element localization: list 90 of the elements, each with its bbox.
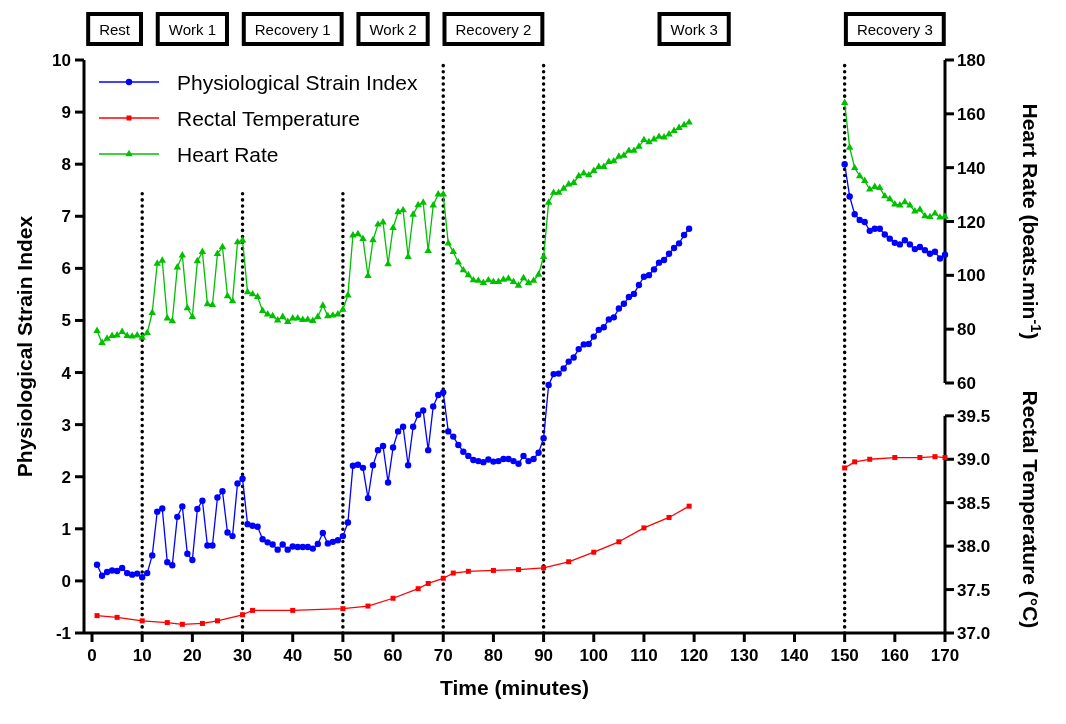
y-tick-label: 1 — [61, 519, 71, 539]
y3-tick-label: 37.0 — [957, 624, 991, 643]
point — [179, 621, 185, 627]
point — [641, 525, 647, 531]
x-tick-label: 90 — [534, 646, 554, 665]
point — [942, 455, 948, 461]
point — [94, 613, 100, 619]
point — [390, 595, 396, 601]
x-tick-label: 130 — [730, 646, 759, 665]
point — [932, 454, 938, 460]
y-tick-label: 8 — [61, 155, 71, 175]
y-tick-label: 6 — [61, 259, 71, 279]
x-tick-label: 170 — [930, 646, 960, 665]
y-tick-label: -1 — [55, 624, 71, 643]
x-tick-label: 120 — [679, 646, 709, 665]
y2-tick-label: 100 — [957, 266, 986, 286]
point — [164, 620, 170, 626]
text: Work 3 — [670, 21, 718, 38]
y3-tick-label: 38.0 — [957, 537, 991, 557]
point — [686, 503, 692, 509]
y2-tick-label: 140 — [957, 158, 986, 178]
point — [139, 618, 145, 624]
y-tick-label: 2 — [61, 467, 71, 487]
text: Recovery 1 — [254, 21, 331, 38]
point — [450, 570, 456, 576]
x-tick-label: 110 — [630, 646, 658, 665]
x-tick-label: 140 — [780, 646, 809, 665]
point — [892, 455, 898, 461]
point — [490, 567, 496, 573]
y2-tick-label: 80 — [957, 320, 976, 340]
y-tick-label: 7 — [61, 207, 71, 227]
point — [842, 465, 848, 471]
x-tick-label: 80 — [483, 646, 503, 665]
point — [425, 580, 431, 586]
text: Work 1 — [168, 21, 216, 38]
y3-tick-label: 38.5 — [957, 493, 991, 513]
point — [415, 586, 421, 592]
x-tick-label: 50 — [333, 646, 353, 665]
point — [917, 455, 923, 461]
y-axis-title: Physiological Strain Index — [13, 215, 36, 478]
x-tick-label: 100 — [579, 646, 608, 665]
point — [340, 606, 346, 612]
y-tick-label: 10 — [52, 51, 71, 70]
y2-tick-label: 180 — [957, 51, 986, 70]
y3-tick-label: 39.5 — [957, 406, 991, 426]
text: Rest — [99, 21, 131, 38]
y3-tick-label: 39.0 — [957, 450, 991, 470]
x-tick-label: 160 — [880, 646, 910, 665]
point — [566, 559, 572, 565]
legend-label: Heart Rate — [177, 143, 279, 166]
point — [199, 620, 205, 626]
point — [465, 568, 471, 574]
point — [214, 618, 220, 624]
x-tick-label: 40 — [283, 646, 303, 665]
legend-label: Rectal Temperature — [177, 107, 360, 130]
point — [616, 539, 622, 545]
x-tick-label: 0 — [87, 646, 97, 665]
text: Recovery 3 — [856, 21, 933, 38]
legend-label: Physiological Strain Index — [177, 71, 418, 94]
point — [516, 567, 522, 573]
y2-tick-label: 120 — [957, 212, 986, 232]
point — [365, 603, 371, 609]
text: Work 2 — [369, 21, 417, 38]
y3-tick-label: 37.5 — [957, 580, 991, 600]
point — [541, 565, 547, 571]
x-tick-label: 10 — [132, 646, 152, 665]
y3-axis-title: Rectal Temperature (°C) — [1019, 390, 1042, 629]
x-tick-label: 150 — [830, 646, 859, 665]
x-tick-label: 20 — [182, 646, 202, 665]
x-axis-title: Time (minutes) — [440, 676, 589, 699]
point — [250, 607, 256, 613]
point — [666, 514, 672, 520]
y-tick-label: 9 — [61, 103, 71, 123]
y-tick-label: 4 — [61, 363, 72, 383]
y2-tick-label: 160 — [957, 104, 986, 124]
text: Recovery 2 — [455, 21, 532, 38]
x-tick-label: 60 — [383, 646, 403, 665]
point — [867, 456, 873, 462]
point — [240, 612, 246, 618]
y-tick-label: 0 — [61, 571, 71, 591]
y2-tick-label: 60 — [957, 374, 976, 393]
point — [591, 549, 597, 555]
point — [290, 607, 296, 613]
x-tick-label: 70 — [433, 646, 453, 665]
point — [440, 575, 446, 581]
y-tick-label: 5 — [61, 311, 71, 331]
y-tick-label: 3 — [61, 415, 71, 435]
point — [114, 614, 120, 620]
point — [852, 459, 858, 465]
x-tick-label: 30 — [233, 646, 252, 665]
